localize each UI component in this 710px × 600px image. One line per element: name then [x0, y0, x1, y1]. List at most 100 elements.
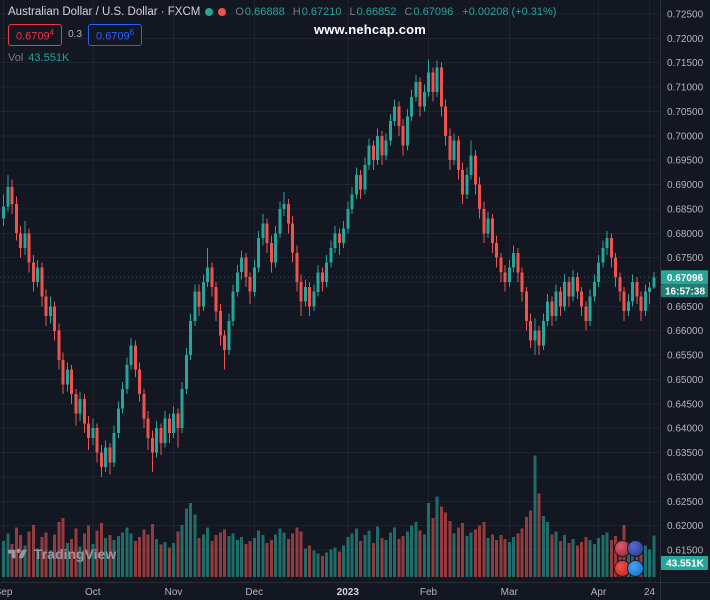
candle-body	[584, 306, 588, 321]
svg-text:Oct: Oct	[85, 587, 101, 598]
volume-bar	[648, 549, 651, 577]
candle-body	[571, 277, 575, 297]
change-value: +0.00208 (+0.31%)	[462, 6, 557, 18]
svg-text:0.71000: 0.71000	[667, 83, 704, 94]
buy-price-sup: 6	[129, 28, 135, 37]
vol-value: 43.551K	[28, 51, 70, 64]
volume-bar	[512, 537, 515, 577]
candle-body	[622, 291, 626, 312]
event-marker-row	[614, 540, 644, 557]
volume-bar	[91, 543, 95, 578]
svg-text:0.62500: 0.62500	[667, 497, 704, 508]
candle-body	[605, 238, 609, 248]
volume-bar	[252, 538, 256, 577]
candle-body	[418, 82, 422, 107]
candle-body	[512, 252, 515, 268]
svg-text:0.64500: 0.64500	[667, 399, 704, 410]
candle-body	[146, 418, 150, 438]
svg-text:0.66500: 0.66500	[667, 302, 704, 313]
market-status-icon[interactable]	[205, 8, 214, 16]
candle-body	[431, 72, 435, 92]
volume-bar	[529, 510, 532, 577]
candle-body	[384, 140, 388, 156]
candle-body	[414, 82, 418, 97]
candle-body	[614, 257, 617, 278]
candle-body	[316, 272, 320, 292]
candle-body	[567, 282, 571, 297]
alert-dot-icon[interactable]	[218, 8, 227, 16]
candle-body	[91, 428, 95, 438]
time-axis[interactable]: Sep Oct Nov Dec 2023 Feb Mar Apr 24	[0, 587, 655, 598]
svg-text:0.62000: 0.62000	[667, 521, 704, 532]
tradingview-logo[interactable]: TradingView	[8, 546, 116, 562]
candle-body	[422, 92, 426, 107]
candle-body	[65, 369, 69, 385]
price-axis[interactable]: 0.72500 0.72000 0.71500 0.71000 0.70500 0.700…	[667, 10, 704, 557]
symbol-title[interactable]: Australian Dollar / U.S. Dollar · FXCM	[8, 6, 201, 18]
candle-body	[652, 277, 656, 288]
candle-body	[490, 218, 494, 244]
price-candles[interactable]	[2, 59, 656, 477]
candle-body	[14, 204, 18, 234]
candle-body	[244, 257, 248, 278]
event-flag-icon[interactable]	[627, 560, 644, 577]
candle-body	[456, 140, 460, 170]
volume-bar	[74, 528, 78, 577]
volume-bar	[214, 535, 218, 577]
candle-body	[354, 174, 358, 195]
volume-bar	[150, 523, 154, 577]
spread-value: 0.3	[68, 29, 83, 41]
volume-bar	[53, 534, 56, 578]
volume-bar	[87, 525, 90, 577]
event-flag-icon[interactable]	[627, 540, 644, 557]
candle-body	[155, 428, 158, 453]
candle-body	[635, 282, 639, 297]
volume-bar	[312, 550, 316, 577]
candle-body	[397, 106, 401, 127]
candle-body	[57, 330, 61, 360]
ohlc-values: O0.66888 H0.67210 L0.66852 C0.67096 +0.0…	[235, 6, 556, 18]
volume-bar	[388, 532, 392, 577]
candle-body	[592, 282, 596, 297]
volume-bar	[427, 502, 430, 577]
candle-body	[36, 267, 39, 282]
candle-body	[401, 126, 405, 146]
candle-body	[312, 291, 316, 307]
sell-button[interactable]: 0.67094	[8, 24, 63, 46]
volume-bar	[286, 539, 290, 577]
candle-body	[210, 267, 214, 287]
candle-body	[95, 428, 99, 453]
volume-bar	[541, 516, 545, 577]
candle-body	[291, 223, 294, 253]
volume-bar	[439, 506, 443, 577]
candle-body	[231, 291, 235, 321]
volume-bar	[155, 539, 158, 577]
volume-bar	[248, 540, 252, 577]
svg-text:0.72500: 0.72500	[667, 10, 704, 21]
candle-body	[201, 282, 205, 307]
candle-body	[626, 301, 630, 312]
candle-body	[257, 238, 260, 268]
volume-bar	[57, 521, 61, 577]
candle-body	[303, 286, 307, 302]
volume-bar	[592, 543, 596, 578]
volume-pane[interactable]	[2, 455, 656, 578]
volume-bar	[210, 540, 214, 577]
candle-body	[116, 408, 120, 434]
volume-bar	[308, 545, 311, 577]
volume-bar	[274, 534, 277, 578]
candle-body	[6, 187, 10, 207]
volume-bar	[282, 532, 286, 577]
volume-bar	[218, 532, 222, 577]
volume-bar	[176, 531, 180, 577]
close-value: 0.67096	[413, 6, 454, 18]
volume-bar	[121, 532, 124, 577]
candle-body	[376, 135, 379, 161]
svg-text:0.68000: 0.68000	[667, 229, 704, 240]
buy-button[interactable]: 0.67096	[88, 24, 143, 46]
candle-body	[393, 106, 396, 122]
volume-bar	[652, 535, 656, 577]
volume-bar	[320, 556, 324, 577]
svg-text:0.72000: 0.72000	[667, 34, 704, 45]
